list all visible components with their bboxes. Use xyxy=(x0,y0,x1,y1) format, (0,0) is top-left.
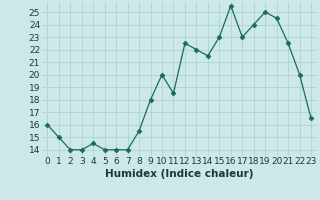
X-axis label: Humidex (Indice chaleur): Humidex (Indice chaleur) xyxy=(105,169,253,179)
